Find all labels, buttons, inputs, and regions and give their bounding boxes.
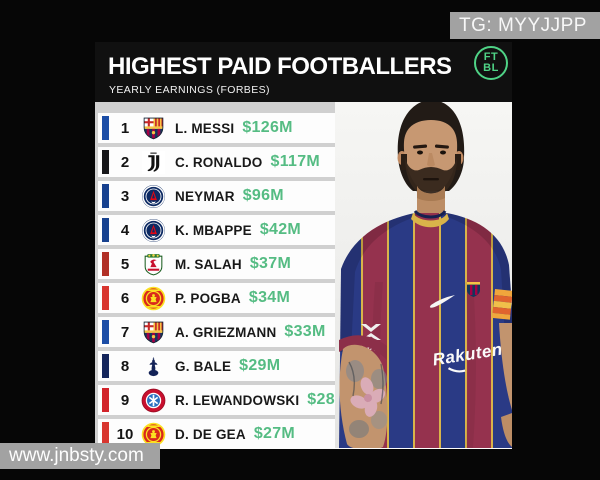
salary-value: $27M [253, 425, 296, 442]
ftbl-logo-line1: FT [483, 51, 499, 63]
player-photo: Rakuten CUPRA [335, 102, 512, 448]
player-name: P. POGBA [175, 290, 241, 306]
rank-color-bar [102, 150, 109, 174]
salary-value: $117M [270, 153, 321, 170]
rank-color-bar [102, 354, 109, 378]
rank-number: 7 [120, 323, 130, 341]
player-name: NEYMAR [175, 188, 235, 204]
bayern-badge-icon [141, 388, 166, 413]
liverpool-badge-icon [141, 252, 166, 277]
psg-badge-icon [141, 184, 166, 209]
rank-color-bar [102, 422, 109, 446]
man-united-badge-icon [141, 286, 166, 311]
tottenham-badge-icon [141, 354, 166, 379]
player-name: A. GRIEZMANN [175, 324, 277, 340]
page-subtitle: YEARLY EARNINGS (FORBES) [109, 84, 270, 96]
rank-color-bar [102, 218, 109, 242]
page-title: HIGHEST PAID FOOTBALLERS [108, 53, 452, 80]
rank-color-bar [102, 388, 109, 412]
salary-value: $96M [242, 187, 284, 204]
rank-number: 9 [120, 391, 130, 409]
rank-color-bar [102, 320, 109, 344]
salary-value: $29M [239, 357, 281, 374]
rank-number: 3 [120, 187, 130, 205]
rank-color-bar [102, 286, 109, 310]
rank-number: 6 [120, 289, 130, 307]
rank-number: 10 [116, 425, 134, 443]
player-name: M. SALAH [175, 256, 242, 272]
rank-color-bar [102, 252, 109, 276]
nike-swoosh-icon [429, 295, 455, 308]
messi-figure-illustration: Rakuten CUPRA [339, 102, 512, 448]
jersey-crest-icon [467, 282, 480, 297]
watermark-label: www.jnbsty.com [0, 443, 160, 469]
player-name: L. MESSI [175, 120, 235, 136]
telegram-handle-label: TG: MYYJJPP [450, 12, 600, 39]
ranking-card: HIGHEST PAID FOOTBALLERS YEARLY EARNINGS… [95, 42, 512, 449]
player-name: K. MBAPPE [175, 222, 252, 238]
salary-value: $42M [259, 221, 302, 238]
rank-number: 1 [120, 119, 130, 137]
man-united-badge-icon [141, 422, 166, 447]
psg-badge-icon [141, 218, 166, 243]
rank-number: 5 [120, 255, 130, 273]
player-name: C. RONALDO [175, 154, 263, 170]
juventus-badge-icon [141, 150, 166, 175]
header-banner: HIGHEST PAID FOOTBALLERS YEARLY EARNINGS… [95, 42, 512, 102]
player-name: D. DE GEA [175, 426, 246, 442]
tattooed-forearm [339, 344, 388, 448]
player-name: R. LEWANDOWSKI [175, 392, 300, 408]
rank-color-bar [102, 184, 109, 208]
salary-value: $126M [242, 119, 293, 136]
salary-value: $37M [249, 255, 292, 272]
player-name: G. BALE [175, 358, 232, 374]
salary-value: $33M [284, 323, 326, 340]
captain-armband [491, 289, 512, 320]
salary-value: $34M [248, 289, 291, 306]
barcelona-badge-icon [141, 116, 166, 141]
ftbl-logo-line2: BL [483, 62, 499, 74]
rank-number: 2 [120, 153, 130, 171]
rank-number: 4 [120, 221, 130, 239]
barcelona-badge-icon [141, 320, 166, 345]
rank-number: 8 [120, 357, 130, 375]
rank-color-bar [102, 116, 109, 140]
ftbl-logo-icon: FT BL [474, 46, 508, 80]
